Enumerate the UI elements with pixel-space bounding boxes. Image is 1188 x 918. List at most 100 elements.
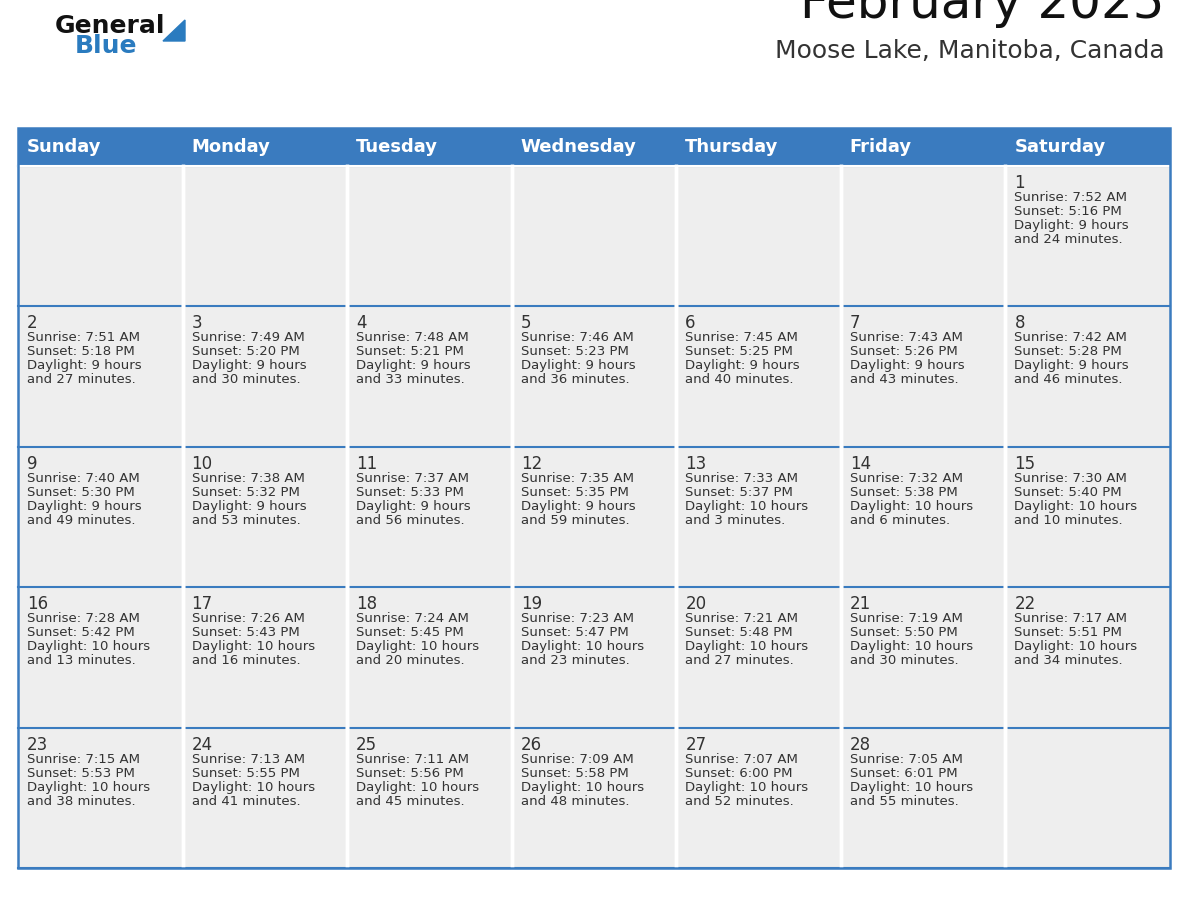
Text: Sunset: 6:00 PM: Sunset: 6:00 PM: [685, 767, 792, 779]
Text: Sunset: 5:37 PM: Sunset: 5:37 PM: [685, 486, 794, 498]
Text: Daylight: 10 hours: Daylight: 10 hours: [27, 780, 150, 793]
Text: Daylight: 10 hours: Daylight: 10 hours: [849, 640, 973, 654]
Text: 6: 6: [685, 314, 696, 332]
Text: and 52 minutes.: and 52 minutes.: [685, 795, 794, 808]
Polygon shape: [163, 20, 185, 41]
Text: 26: 26: [520, 735, 542, 754]
Text: Daylight: 9 hours: Daylight: 9 hours: [1015, 360, 1129, 373]
Text: Daylight: 10 hours: Daylight: 10 hours: [191, 640, 315, 654]
Bar: [676, 166, 841, 307]
Text: Sunset: 5:33 PM: Sunset: 5:33 PM: [356, 486, 465, 498]
Text: Daylight: 9 hours: Daylight: 9 hours: [356, 360, 470, 373]
Bar: [1005, 728, 1170, 868]
Text: 27: 27: [685, 735, 707, 754]
Bar: [512, 588, 676, 728]
Text: and 20 minutes.: and 20 minutes.: [356, 655, 465, 667]
Text: Sunset: 5:25 PM: Sunset: 5:25 PM: [685, 345, 794, 358]
Text: Sunrise: 7:05 AM: Sunrise: 7:05 AM: [849, 753, 962, 766]
Bar: [347, 728, 512, 868]
Text: Daylight: 10 hours: Daylight: 10 hours: [356, 640, 479, 654]
Text: and 55 minutes.: and 55 minutes.: [849, 795, 959, 808]
Text: Daylight: 10 hours: Daylight: 10 hours: [520, 640, 644, 654]
Text: and 38 minutes.: and 38 minutes.: [27, 795, 135, 808]
Text: and 34 minutes.: and 34 minutes.: [1015, 655, 1123, 667]
Text: Moose Lake, Manitoba, Canada: Moose Lake, Manitoba, Canada: [776, 39, 1165, 63]
Text: 10: 10: [191, 454, 213, 473]
Bar: [347, 166, 512, 307]
Text: Daylight: 9 hours: Daylight: 9 hours: [1015, 219, 1129, 232]
Text: and 48 minutes.: and 48 minutes.: [520, 795, 630, 808]
Bar: [512, 166, 676, 307]
Bar: [18, 166, 183, 307]
Bar: [676, 447, 841, 588]
Bar: [676, 588, 841, 728]
Bar: [18, 307, 183, 447]
Text: Wednesday: Wednesday: [520, 138, 637, 156]
Text: Sunset: 5:28 PM: Sunset: 5:28 PM: [1015, 345, 1123, 358]
Text: Sunrise: 7:35 AM: Sunrise: 7:35 AM: [520, 472, 633, 485]
Text: 2: 2: [27, 314, 38, 332]
Text: and 40 minutes.: and 40 minutes.: [685, 374, 794, 386]
Text: Sunrise: 7:49 AM: Sunrise: 7:49 AM: [191, 331, 304, 344]
Text: 16: 16: [27, 595, 49, 613]
Text: Sunday: Sunday: [27, 138, 101, 156]
Text: Sunrise: 7:46 AM: Sunrise: 7:46 AM: [520, 331, 633, 344]
Text: 21: 21: [849, 595, 871, 613]
Bar: [841, 728, 1005, 868]
Bar: [18, 128, 1170, 166]
Text: Daylight: 9 hours: Daylight: 9 hours: [356, 499, 470, 513]
Text: Sunrise: 7:17 AM: Sunrise: 7:17 AM: [1015, 612, 1127, 625]
Text: Sunrise: 7:15 AM: Sunrise: 7:15 AM: [27, 753, 140, 766]
Text: Sunrise: 7:21 AM: Sunrise: 7:21 AM: [685, 612, 798, 625]
Text: Sunset: 5:30 PM: Sunset: 5:30 PM: [27, 486, 134, 498]
Bar: [1005, 166, 1170, 307]
Text: Sunrise: 7:28 AM: Sunrise: 7:28 AM: [27, 612, 140, 625]
Text: 28: 28: [849, 735, 871, 754]
Text: and 27 minutes.: and 27 minutes.: [685, 655, 794, 667]
Text: 23: 23: [27, 735, 49, 754]
Text: Sunrise: 7:26 AM: Sunrise: 7:26 AM: [191, 612, 304, 625]
Text: Sunset: 5:53 PM: Sunset: 5:53 PM: [27, 767, 135, 779]
Text: Sunset: 5:45 PM: Sunset: 5:45 PM: [356, 626, 463, 639]
Bar: [841, 166, 1005, 307]
Bar: [347, 307, 512, 447]
Bar: [347, 588, 512, 728]
Bar: [512, 307, 676, 447]
Text: Thursday: Thursday: [685, 138, 778, 156]
Text: Sunrise: 7:51 AM: Sunrise: 7:51 AM: [27, 331, 140, 344]
Text: 1: 1: [1015, 174, 1025, 192]
Text: 9: 9: [27, 454, 38, 473]
Text: Sunrise: 7:37 AM: Sunrise: 7:37 AM: [356, 472, 469, 485]
Bar: [18, 588, 183, 728]
Text: Daylight: 9 hours: Daylight: 9 hours: [27, 360, 141, 373]
Text: Daylight: 10 hours: Daylight: 10 hours: [685, 780, 808, 793]
Text: and 59 minutes.: and 59 minutes.: [520, 514, 630, 527]
Text: Sunrise: 7:48 AM: Sunrise: 7:48 AM: [356, 331, 469, 344]
Text: Sunrise: 7:38 AM: Sunrise: 7:38 AM: [191, 472, 304, 485]
Text: Daylight: 10 hours: Daylight: 10 hours: [520, 780, 644, 793]
Bar: [183, 307, 347, 447]
Text: and 46 minutes.: and 46 minutes.: [1015, 374, 1123, 386]
Text: and 10 minutes.: and 10 minutes.: [1015, 514, 1123, 527]
Text: 18: 18: [356, 595, 378, 613]
Text: 4: 4: [356, 314, 367, 332]
Text: Tuesday: Tuesday: [356, 138, 438, 156]
Text: 5: 5: [520, 314, 531, 332]
Text: 11: 11: [356, 454, 378, 473]
Text: Daylight: 10 hours: Daylight: 10 hours: [356, 780, 479, 793]
Text: Daylight: 10 hours: Daylight: 10 hours: [1015, 499, 1138, 513]
Text: Sunset: 5:58 PM: Sunset: 5:58 PM: [520, 767, 628, 779]
Text: Sunset: 5:21 PM: Sunset: 5:21 PM: [356, 345, 465, 358]
Text: General: General: [55, 14, 165, 38]
Text: 14: 14: [849, 454, 871, 473]
Text: and 24 minutes.: and 24 minutes.: [1015, 233, 1123, 246]
Text: Sunset: 5:35 PM: Sunset: 5:35 PM: [520, 486, 628, 498]
Bar: [841, 307, 1005, 447]
Text: Sunset: 5:18 PM: Sunset: 5:18 PM: [27, 345, 134, 358]
Text: Sunrise: 7:07 AM: Sunrise: 7:07 AM: [685, 753, 798, 766]
Bar: [841, 588, 1005, 728]
Bar: [676, 728, 841, 868]
Text: Sunrise: 7:24 AM: Sunrise: 7:24 AM: [356, 612, 469, 625]
Text: Daylight: 9 hours: Daylight: 9 hours: [520, 360, 636, 373]
Text: and 3 minutes.: and 3 minutes.: [685, 514, 785, 527]
